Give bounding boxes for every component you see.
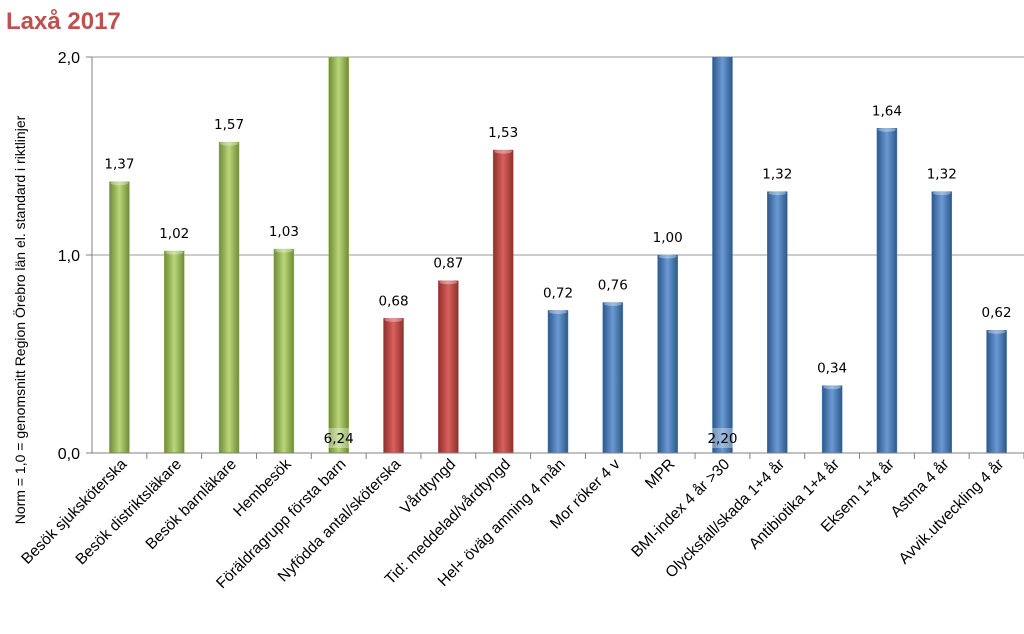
x-tick-label: Avvik.utveckling 4 år [896, 456, 1008, 568]
data-label: 1,53 [488, 125, 518, 141]
bar [876, 128, 898, 454]
axes [86, 56, 1024, 459]
y-tick-label: 2,0 [58, 50, 80, 67]
bar-highlight [220, 141, 239, 146]
bar-highlight [603, 302, 622, 307]
data-label-bg [701, 428, 744, 448]
data-label: 0,68 [378, 293, 408, 309]
bar-highlight [932, 191, 951, 196]
data-label: 1,64 [872, 103, 902, 119]
bar [109, 181, 130, 454]
bar [218, 141, 240, 454]
bar [438, 280, 459, 454]
bar-highlight [494, 149, 513, 154]
bars [109, 56, 1007, 454]
bar [492, 149, 514, 454]
bar-highlight [110, 181, 129, 186]
bar-highlight [658, 254, 677, 259]
data-label: 1,57 [214, 117, 244, 133]
data-label: 0,87 [433, 256, 463, 272]
data-label: 0,72 [543, 285, 573, 301]
bar [931, 191, 953, 454]
bar-highlight [768, 191, 787, 196]
gridlines [92, 56, 1024, 256]
data-label-bg [317, 428, 360, 448]
bar [821, 385, 843, 454]
data-label: 1,32 [927, 167, 957, 183]
bar-highlight [384, 317, 403, 322]
bar-highlight [165, 250, 184, 255]
bar [163, 250, 185, 454]
bar [602, 302, 624, 454]
bar-highlight [274, 248, 293, 253]
bar-highlight [549, 309, 567, 314]
data-label: 0,34 [817, 361, 847, 377]
data-label: 1,37 [104, 157, 134, 173]
x-tick-label: BMI-index 4 år >30 [628, 456, 733, 561]
bar [657, 254, 678, 454]
y-tick-label: 1,0 [58, 248, 80, 265]
bar [328, 56, 349, 454]
y-tick-label: 0,0 [58, 446, 80, 463]
bar [986, 329, 1007, 454]
data-label: 6,24 [324, 431, 354, 447]
data-label: 1,02 [159, 226, 189, 242]
data-label: 0,62 [982, 305, 1012, 321]
bar [712, 56, 733, 454]
chart-title: Laxå 2017 [6, 8, 121, 35]
bar [547, 310, 569, 454]
bar [767, 191, 788, 454]
bar-highlight [439, 280, 458, 285]
data-label: 0,76 [598, 278, 628, 294]
x-tick-label: MPR [642, 456, 678, 492]
data-label: 1,00 [653, 230, 683, 246]
bar [383, 318, 404, 454]
bar-highlight [823, 385, 842, 390]
y-axis-label: Norm = 1,0 = genomsnitt Region Örebro lä… [11, 115, 28, 524]
data-label: 1,32 [762, 167, 792, 183]
x-tick-label: Besök sjuksköterska [18, 456, 130, 568]
x-tick-label: Besök distriktsläkare [73, 456, 186, 569]
data-label: 1,03 [269, 224, 299, 240]
bar-highlight [987, 329, 1006, 334]
data-label: 2,20 [707, 431, 737, 447]
bar-highlight [877, 127, 896, 132]
bar [273, 248, 295, 454]
